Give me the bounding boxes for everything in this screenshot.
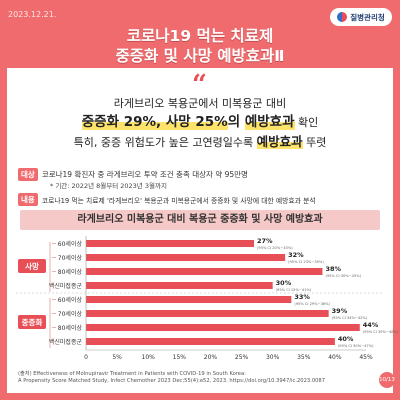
- bar-value-label: 30%: [276, 279, 292, 287]
- target-tag: 대상: [18, 168, 38, 181]
- bar-value-label: 39%: [332, 307, 348, 315]
- category-label: 70세이상: [58, 310, 83, 318]
- x-tick-label: 40%: [328, 354, 342, 361]
- source-line1: (출처) Effectiveness of Molnupiravir Treat…: [18, 371, 246, 377]
- category-label: 60세이상: [58, 296, 83, 304]
- header-date: 2023.12.21.: [8, 10, 57, 19]
- x-tick-label: 25%: [235, 354, 249, 361]
- category-label: 80세이상: [58, 324, 83, 332]
- bar-ci-label: (95% CI 29%~36%): [294, 302, 330, 306]
- page-number-badge: 10/13: [379, 372, 395, 388]
- content-tag: 내용: [18, 193, 38, 206]
- bar-value-label: 38%: [325, 265, 341, 273]
- x-tick-label: 15%: [173, 354, 187, 361]
- org-logo: 질병관리청: [330, 8, 392, 26]
- bar-ci-label: (95% CI 30%~47%): [338, 344, 374, 348]
- group-label: 중증화: [22, 317, 43, 327]
- content-text: 코로나19 먹는 치료제 '라게브리오' 복용군과 미복용군에서 중증화 및 사…: [41, 196, 316, 205]
- bar-ci-label: (95% CI 15%~41%): [276, 288, 312, 292]
- source-line2: A Propensity Score Matched Study, Infect…: [18, 378, 326, 385]
- x-tick-label: 0: [84, 354, 88, 361]
- headline-line2-particle: 의: [227, 114, 245, 130]
- bar-ci-label: (95% CI 39%~48%): [363, 330, 399, 334]
- group-label: 사망: [25, 261, 39, 271]
- category-label: 백신미접종군: [49, 338, 83, 346]
- bar: [86, 296, 292, 303]
- x-tick-label: 20%: [204, 354, 218, 361]
- headline-line2-end: 확인: [294, 116, 319, 129]
- group-label-box: [18, 315, 46, 329]
- target-text: 코로나19 확진자 중 라게브리오 투약 조건 충족 대상자 약 95만명: [41, 170, 248, 179]
- content-row: 내용 코로나19 먹는 치료제 '라게브리오' 복용군과 미복용군에서 중증화 …: [18, 193, 316, 206]
- headline-line3-effect: 예방효과: [256, 134, 303, 149]
- headline-line1: 라게브리오 복용군에서 미복용군 대비: [0, 95, 400, 111]
- quote-mark-icon: “: [192, 70, 207, 100]
- chart-title: 라게브리오 미복용군 대비 복용군 중증화 및 사망 예방효과: [20, 210, 380, 230]
- bar-ci-label: (95% CI 20%~33%): [257, 246, 293, 250]
- bar-value-label: 33%: [294, 293, 310, 301]
- bar-value-label: 27%: [257, 237, 273, 245]
- bar-ci-label: (95% CI 23%~39%): [288, 260, 324, 264]
- bar: [86, 268, 323, 275]
- page-title-line1: 코로나19 먹는 치료제: [126, 27, 274, 45]
- bar-ci-label: (95% CI 30%~45%): [325, 274, 361, 278]
- bar: [86, 338, 335, 345]
- bar-value-label: 44%: [363, 321, 379, 329]
- x-tick-label: 30%: [266, 354, 280, 361]
- x-tick-label: 5%: [112, 354, 122, 361]
- bar: [86, 324, 360, 331]
- category-label: 80세이상: [58, 268, 83, 276]
- bar-value-label: 32%: [288, 251, 304, 259]
- x-tick-label: 45%: [359, 354, 373, 361]
- headline-line3: 특히, 중증 위험도가 높은 고연령일수록 예방효과 뚜렷: [0, 131, 400, 150]
- headline-line3-text: 특히, 중증 위험도가 높은 고연령일수록: [73, 136, 257, 149]
- page-title-line2: 중증화 및 사망 예방효과Ⅱ: [115, 47, 285, 65]
- bar-value-label: 40%: [338, 335, 354, 343]
- source-citation: (출처) Effectiveness of Molnupiravir Treat…: [18, 371, 348, 385]
- x-tick-label: 10%: [142, 354, 156, 361]
- category-label: 60세이상: [58, 240, 83, 248]
- org-name: 질병관리청: [350, 12, 385, 22]
- org-emblem-icon: [337, 12, 348, 22]
- period-text: * 기간: 2022년 8월부터 2023년 3월까지: [50, 182, 167, 190]
- category-label: 70세이상: [58, 254, 83, 262]
- headline-line1-text: 라게브리오 복용군에서 미복용군 대비: [113, 97, 287, 110]
- headline-effect-word: 예방효과: [244, 114, 295, 130]
- headline-line3-end: 뚜렷: [302, 136, 327, 149]
- bar: [86, 310, 329, 317]
- target-row: 대상 코로나19 확진자 중 라게브리오 투약 조건 충족 대상자 약 95만명: [18, 168, 248, 181]
- headline-key-figures: 중증화 29%, 사망 25%: [81, 114, 228, 130]
- bar-ci-label: (95% CI 34%~42%): [332, 316, 368, 320]
- x-tick-label: 35%: [297, 354, 311, 361]
- bar: [86, 282, 273, 289]
- bar: [86, 240, 254, 247]
- group-label-box: [18, 259, 46, 273]
- bar: [86, 254, 286, 261]
- category-label: 백신미접종군: [49, 282, 83, 290]
- headline-line2: 중증화 29%, 사망 25%의 예방효과 확인: [0, 110, 400, 130]
